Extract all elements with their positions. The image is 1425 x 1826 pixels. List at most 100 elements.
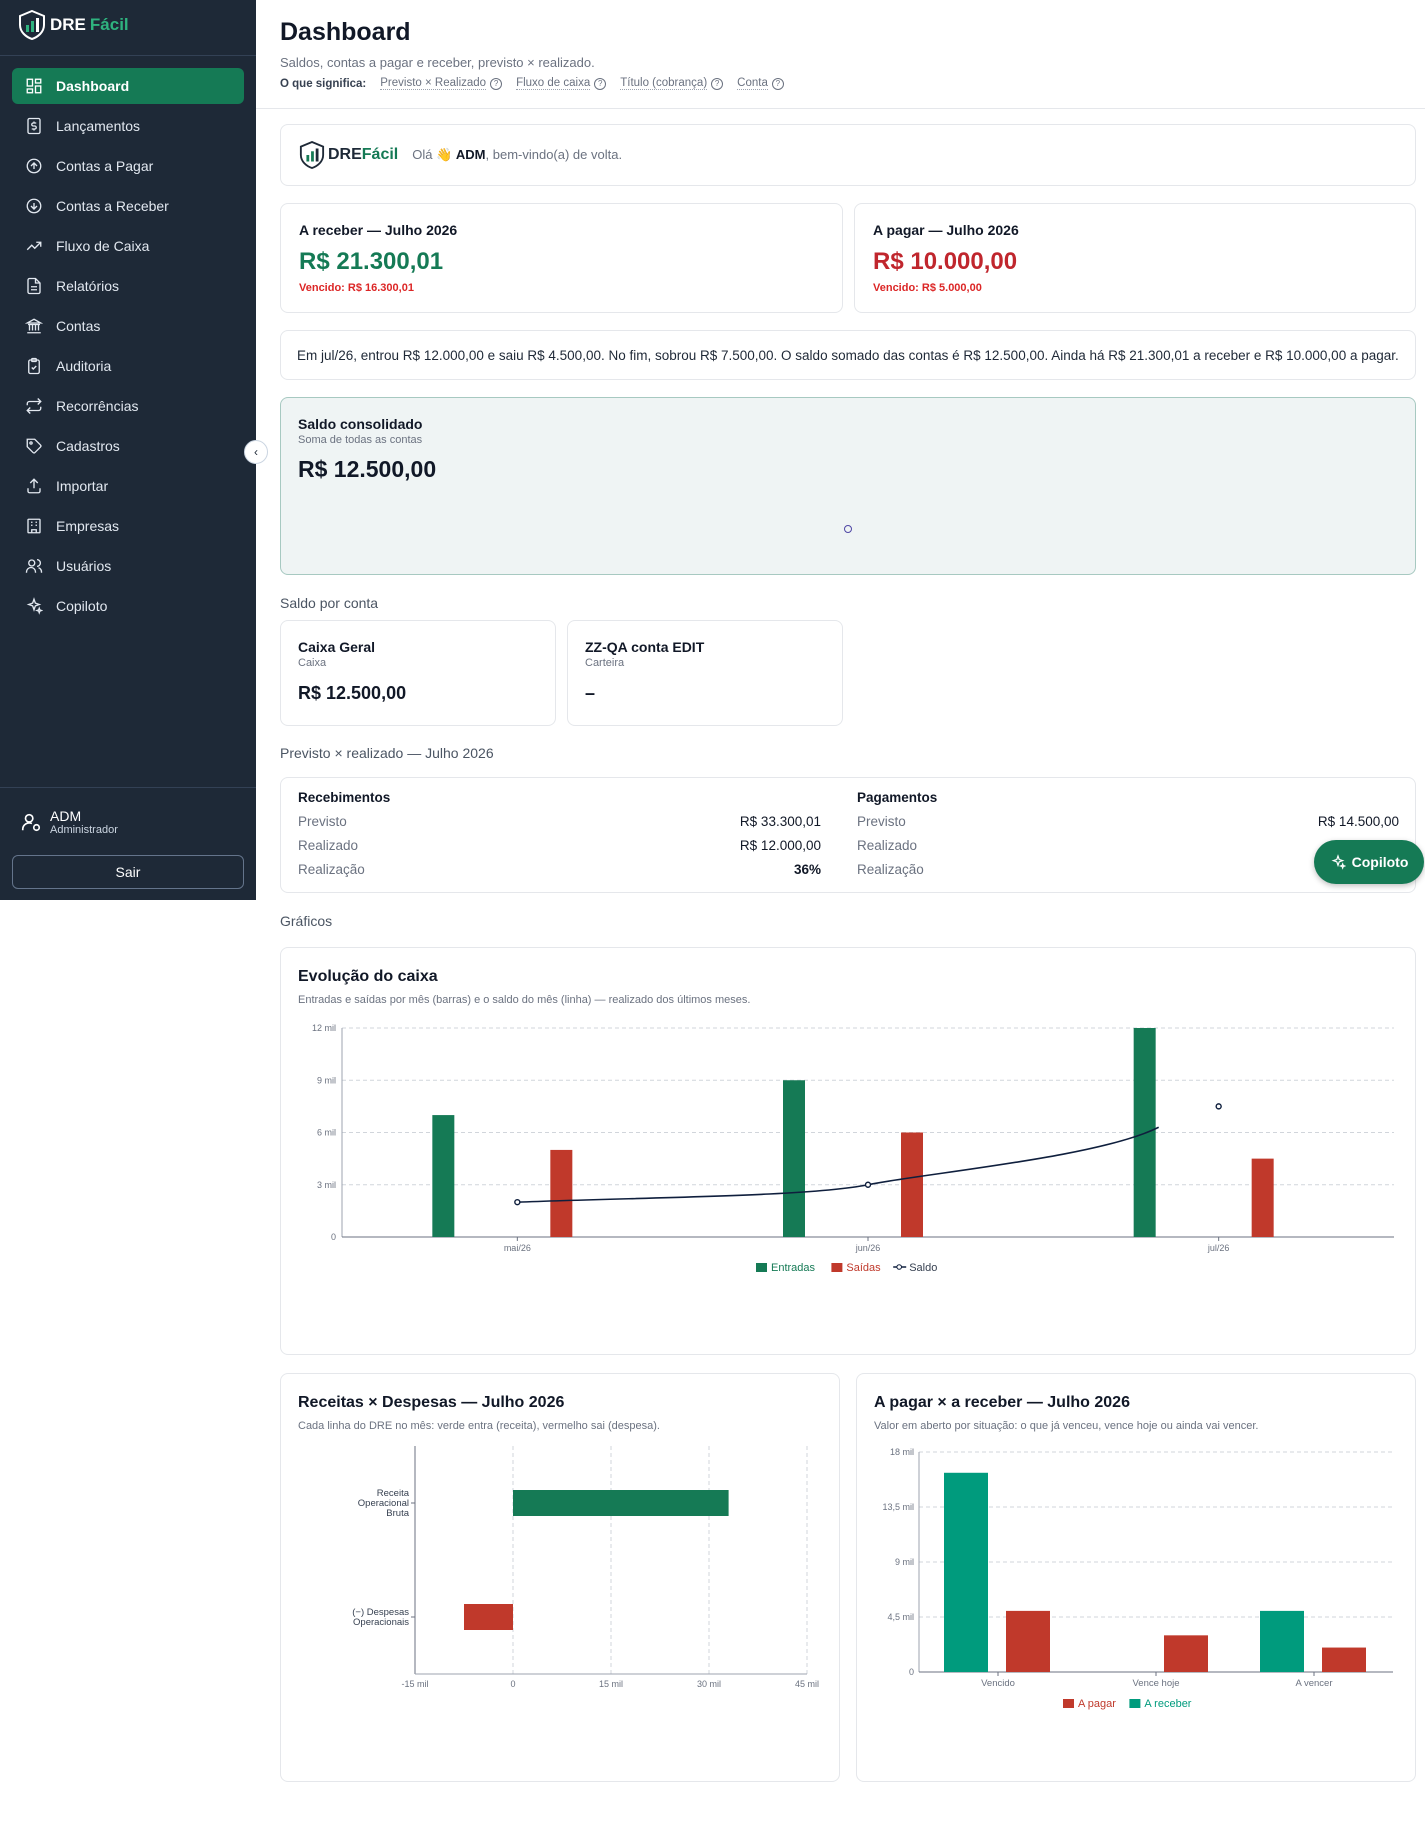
bar-a-pagar xyxy=(1164,1635,1208,1672)
glossary-term-conta[interactable]: Conta xyxy=(737,77,768,90)
dollar-icon xyxy=(24,116,44,136)
sidebar-item-label: Copiloto xyxy=(56,598,108,614)
sidebar-item-label: Contas xyxy=(56,318,101,334)
saldo-point xyxy=(514,1198,521,1206)
trending-up-icon xyxy=(24,236,44,256)
chart-card-pagar-receber: A pagar × a receber — Julho 2026 Valor e… xyxy=(856,1373,1416,1782)
glossary-term-titulo[interactable]: Título (cobrança) xyxy=(620,77,708,90)
kpi-value: R$ 21.300,01 xyxy=(299,248,444,275)
bar-saidas xyxy=(550,1149,573,1237)
row-label: Previsto xyxy=(857,814,906,829)
sidebar-item-label: Fluxo de Caixa xyxy=(56,238,150,254)
copilot-floating-button[interactable]: Copiloto xyxy=(1314,840,1424,884)
recebimentos-title: Recebimentos xyxy=(298,790,391,805)
sidebar-item-contas[interactable]: Contas xyxy=(12,308,244,344)
charts-section-label: Gráficos xyxy=(280,913,333,929)
kpi-pagar-card: A pagar — Julho 2026 R$ 10.000,00 Vencid… xyxy=(854,203,1416,313)
chart-title: A pagar × a receber — Julho 2026 xyxy=(874,1394,1130,1411)
row-label: Realizado xyxy=(298,838,359,853)
sidebar-item-label: Auditoria xyxy=(56,358,112,374)
pagamentos-title: Pagamentos xyxy=(857,790,938,805)
sidebar-item-recorrencias[interactable]: Recorrências xyxy=(12,388,244,424)
sidebar-item-lancamentos[interactable]: Lançamentos xyxy=(12,108,244,144)
bar-despesa xyxy=(464,1604,513,1630)
sidebar-item-empresas[interactable]: Empresas xyxy=(12,508,244,544)
x-tick-label: 30 mil xyxy=(697,1679,721,1689)
y-tick-label: 3 mil xyxy=(317,1180,336,1190)
y-tick-label: 6 mil xyxy=(317,1128,336,1138)
row-value: 36% xyxy=(793,862,821,877)
user-profile: ADM Administrador xyxy=(20,808,118,836)
y-tick-label: 4,5 mil xyxy=(887,1612,914,1622)
kpi-overdue: Vencido: R$ 16.300,01 xyxy=(299,282,414,294)
x-tick-label: 0 xyxy=(510,1679,515,1689)
sidebar-item-label: Lançamentos xyxy=(56,118,141,134)
glossary-term-fluxo[interactable]: Fluxo de caixa xyxy=(516,77,591,90)
bar-a-pagar xyxy=(1006,1610,1050,1672)
help-icon[interactable]: ? xyxy=(594,77,607,90)
sidebar-item-importar[interactable]: Importar xyxy=(12,468,244,504)
kpi-value: R$ 10.000,00 xyxy=(873,248,1018,275)
sidebar-item-usuarios[interactable]: Usuários xyxy=(12,548,244,584)
bar-a-receber xyxy=(1260,1610,1304,1672)
saldo-point xyxy=(864,1181,872,1188)
y-tick-label: 0 xyxy=(331,1232,336,1242)
welcome-rest: , bem-vindo(a) de volta. xyxy=(485,147,623,162)
sidebar-item-fluxo-caixa[interactable]: Fluxo de Caixa xyxy=(12,228,244,264)
sidebar-item-copiloto[interactable]: Copiloto xyxy=(12,588,244,624)
glossary-term-previsto[interactable]: Previsto × Realizado xyxy=(380,77,487,90)
bar-entradas xyxy=(432,1115,455,1237)
sidebar-item-label: Empresas xyxy=(56,518,120,534)
chart-card-evolucao: Evolução do caixa Entradas e saídas por … xyxy=(280,947,1416,1355)
sidebar-item-contas-pagar[interactable]: Contas a Pagar xyxy=(12,148,244,184)
sparkles-icon xyxy=(1331,854,1346,870)
legend-marker xyxy=(896,1264,903,1270)
row-value: R$ 14.500,00 xyxy=(1317,814,1399,829)
sidebar-item-cadastros[interactable]: Cadastros xyxy=(12,428,244,464)
sidebar-item-contas-receber[interactable]: Contas a Receber xyxy=(12,188,244,224)
help-icon[interactable]: ? xyxy=(711,77,724,90)
collapse-sidebar-button[interactable]: ‹ xyxy=(244,440,268,464)
month-summary: Em jul/26, entrou R$ 12.000,00 e saiu R$… xyxy=(280,330,1416,380)
dashboard-icon xyxy=(24,76,44,96)
brand-logo[interactable]: DRE Fácil xyxy=(18,10,129,40)
sidebar-item-label: Recorrências xyxy=(56,398,139,414)
account-balance: – xyxy=(585,683,596,703)
saldo-subtitle: Soma de todas as contas xyxy=(298,434,423,446)
chart-card-receitas-despesas: Receitas × Despesas — Julho 2026 Cada li… xyxy=(280,1373,840,1782)
y-tick-label: 12 mil xyxy=(312,1023,336,1033)
sidebar-item-label: Relatórios xyxy=(56,278,120,294)
welcome-text: Olá 👋 ADM, bem-vindo(a) de volta. xyxy=(412,147,622,163)
x-tick-label: Vence hoje xyxy=(1132,1678,1179,1689)
building-icon xyxy=(24,516,44,536)
bar-receita xyxy=(513,1490,729,1516)
account-card[interactable]: Caixa Geral Caixa R$ 12.500,00 xyxy=(280,620,556,726)
y-tick-label: 0 xyxy=(909,1667,914,1677)
chart-subtitle: Cada linha do DRE no mês: verde entra (r… xyxy=(298,1420,660,1432)
welcome-greeting: Olá 👋 xyxy=(412,147,453,162)
x-tick-label: 45 mil xyxy=(795,1679,819,1689)
row-label: Realização xyxy=(857,862,924,877)
help-icon[interactable]: ? xyxy=(490,77,503,90)
file-text-icon xyxy=(24,276,44,296)
chart-title: Receitas × Despesas — Julho 2026 xyxy=(298,1394,565,1411)
kpi-receber-card: A receber — Julho 2026 R$ 21.300,01 Venc… xyxy=(280,203,843,313)
legend-label: Entradas xyxy=(771,1262,816,1274)
clipboard-check-icon xyxy=(24,356,44,376)
help-icon[interactable]: ? xyxy=(771,77,784,90)
receitas-despesas-chart: -15 mil 0 15 mil 30 mil 45 mil Receita Operaci… xyxy=(352,1446,819,1689)
shield-logo-icon xyxy=(19,10,45,40)
logout-button[interactable]: Sair xyxy=(12,855,244,889)
sidebar-item-auditoria[interactable]: Auditoria xyxy=(12,348,244,384)
bar-a-receber xyxy=(944,1472,988,1672)
sidebar-item-dashboard[interactable]: Dashboard xyxy=(12,68,244,104)
page-title: Dashboard xyxy=(280,18,411,46)
x-tick-label: mai/26 xyxy=(504,1243,531,1253)
brand-part2: Fácil xyxy=(89,15,129,34)
prev-real-card: Recebimentos Previsto R$ 33.300,01 Reali… xyxy=(280,777,1416,893)
account-card[interactable]: ZZ-QA conta EDIT Carteira – xyxy=(567,620,843,726)
sidebar-item-relatorios[interactable]: Relatórios xyxy=(12,268,244,304)
row-value: R$ 33.300,01 xyxy=(739,814,821,829)
sidebar-item-label: Usuários xyxy=(56,558,112,574)
x-tick-label: jul/26 xyxy=(1207,1243,1230,1253)
